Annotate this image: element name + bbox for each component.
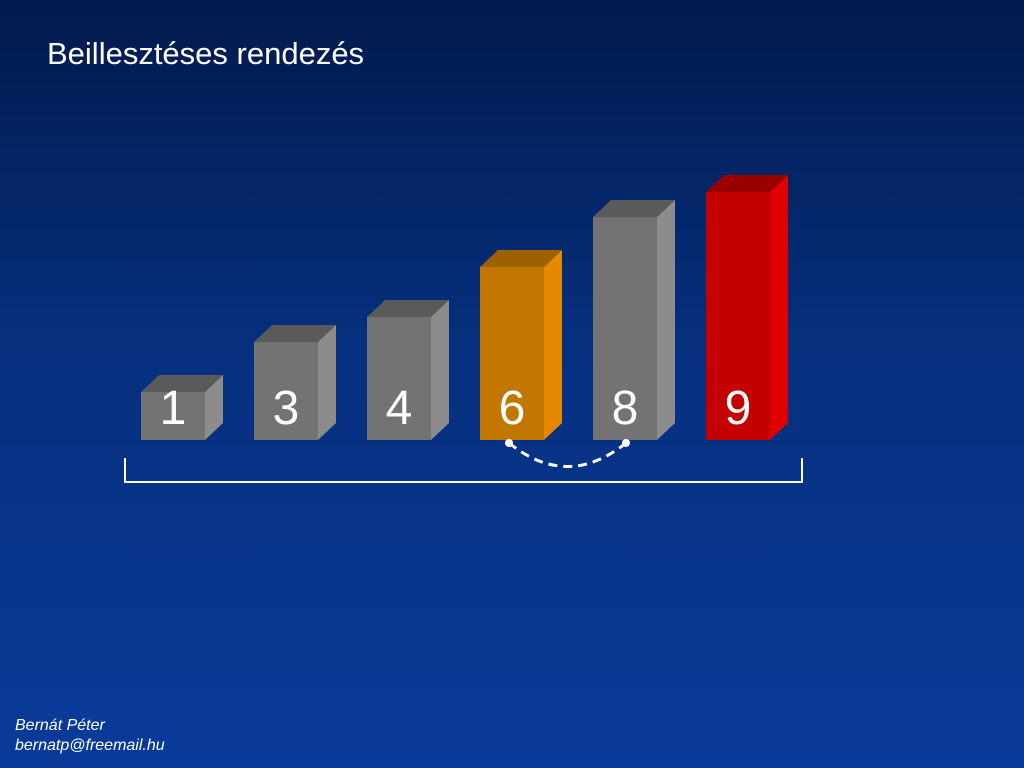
bar-top-face xyxy=(706,175,788,192)
slide-title: Beillesztéses rendezés xyxy=(47,36,365,71)
bar-front xyxy=(480,267,544,440)
bar-side-face xyxy=(318,325,336,440)
author-block: Bernát Péter bernatp@freemail.hu xyxy=(15,716,165,756)
bar-front xyxy=(706,192,770,440)
swap-arrow-end-right xyxy=(622,439,630,447)
bar-label: 1 xyxy=(160,382,187,435)
swap-arrow-end-left xyxy=(505,439,513,447)
bar-top-face xyxy=(141,375,223,392)
bar-label: 3 xyxy=(273,382,300,435)
bars-layer: 1 3 4 6 8 9 xyxy=(141,175,788,440)
bar-8: 8 xyxy=(593,200,675,440)
bar-label: 4 xyxy=(386,382,413,435)
bar-front xyxy=(254,342,318,440)
author-email: bernatp@freemail.hu xyxy=(15,737,165,754)
bar-label: 6 xyxy=(499,382,526,435)
bar-side-face xyxy=(657,200,675,440)
bar-side-face xyxy=(770,175,788,440)
bar-side-face xyxy=(205,375,223,440)
author-name: Bernát Péter xyxy=(15,717,105,734)
bar-side-face xyxy=(544,250,562,440)
bar-3: 3 xyxy=(254,325,336,440)
array-bracket xyxy=(124,458,803,483)
bar-top-face xyxy=(254,325,336,342)
bar-top-face xyxy=(480,250,562,267)
bar-9: 9 xyxy=(706,175,788,440)
bar-top-face xyxy=(593,200,675,217)
bar-front xyxy=(367,317,431,440)
bar-label: 9 xyxy=(725,382,752,435)
bar-front xyxy=(593,217,657,440)
bar-top-face xyxy=(367,300,449,317)
swap-arrow xyxy=(508,441,627,468)
bar-1: 1 xyxy=(141,375,223,440)
bar-4: 4 xyxy=(367,300,449,440)
bar-label: 8 xyxy=(612,382,639,435)
bar-6: 6 xyxy=(480,250,562,440)
bar-side-face xyxy=(431,300,449,440)
bar-front xyxy=(141,392,205,440)
